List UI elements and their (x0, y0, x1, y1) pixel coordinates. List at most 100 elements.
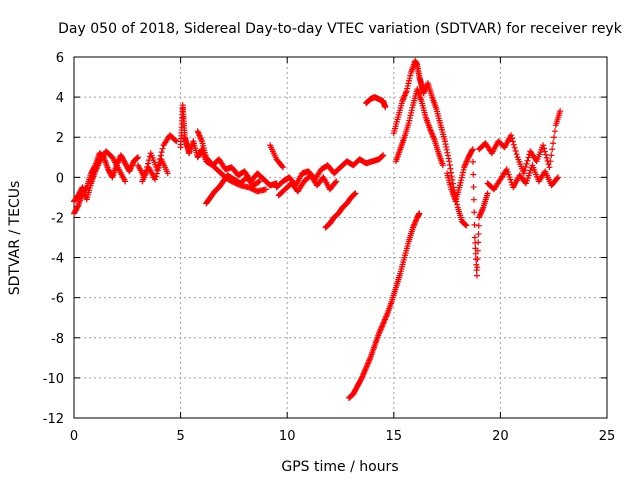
data-point (463, 222, 470, 229)
data-point (380, 152, 387, 159)
y-tick-label: 6 (56, 51, 64, 66)
data-point (474, 247, 481, 254)
data-point (352, 190, 359, 197)
data-point (549, 146, 556, 153)
data-point (159, 145, 166, 152)
data-point (74, 203, 81, 210)
data-point (548, 152, 555, 159)
data-point (511, 144, 518, 151)
data-point (470, 171, 477, 178)
data-point (262, 186, 269, 193)
chart-title: Day 050 of 2018, Sidereal Day-to-day VTE… (58, 21, 623, 37)
data-point (512, 147, 519, 154)
data-point (152, 173, 159, 180)
data-point (543, 154, 550, 161)
data-point (122, 178, 129, 185)
data-point (382, 104, 389, 111)
data-point (153, 170, 160, 177)
data-point (448, 169, 455, 176)
data-point (446, 162, 453, 169)
data-point (471, 221, 478, 228)
y-tick-label: -8 (51, 332, 64, 347)
y-tick-label: -6 (51, 292, 64, 307)
data-point (542, 151, 549, 158)
data-point (513, 151, 520, 158)
data-point (546, 164, 553, 171)
data-point (471, 234, 478, 241)
data-point (474, 255, 481, 262)
data-point (550, 140, 557, 147)
y-tick-label: -10 (43, 372, 64, 387)
x-tick-label: 5 (176, 429, 184, 444)
data-point (158, 149, 165, 156)
y-tick-label: -4 (51, 252, 64, 267)
y-tick-label: 0 (56, 171, 64, 186)
data-point (155, 164, 162, 171)
data-point (469, 158, 476, 165)
data-point (551, 134, 558, 141)
data-point (145, 160, 152, 167)
data-point (475, 222, 482, 229)
data-point (154, 167, 161, 174)
data-point (134, 154, 141, 161)
data-point (540, 145, 547, 152)
data-point (469, 146, 476, 153)
data-point (484, 190, 491, 197)
data-point (471, 209, 478, 216)
data-point (439, 162, 446, 169)
data-point (443, 146, 450, 153)
y-tick-label: 4 (56, 91, 64, 106)
data-point (449, 180, 456, 187)
data-point (164, 170, 171, 177)
data-point (444, 149, 451, 156)
data-point (554, 175, 561, 182)
plot-frame (73, 56, 608, 419)
data-point (508, 135, 515, 142)
data-point (541, 148, 548, 155)
x-tick-label: 20 (492, 429, 509, 444)
data-point (447, 165, 454, 172)
data-point (256, 178, 263, 185)
data-point (333, 178, 340, 185)
data-point (508, 132, 515, 139)
x-tick-label: 10 (279, 429, 296, 444)
y-tick-label: -2 (51, 211, 64, 226)
grid-lines (74, 57, 607, 418)
data-point (472, 250, 479, 257)
data-point (474, 264, 481, 271)
data-point (473, 272, 480, 279)
x-tick-label: 0 (70, 429, 78, 444)
data-point (445, 155, 452, 162)
data-point (554, 174, 561, 181)
data-point (469, 147, 476, 154)
data-point (475, 231, 482, 238)
data-point (523, 160, 530, 167)
data-point (524, 157, 531, 164)
data-point (509, 138, 516, 145)
data-point (521, 167, 528, 174)
data-point (332, 179, 339, 186)
data-point (443, 143, 450, 150)
data-point (520, 170, 527, 177)
data-point (454, 201, 461, 208)
x-tick-label: 25 (599, 429, 616, 444)
data-point (557, 108, 564, 115)
data-point (540, 142, 547, 149)
data-point (441, 138, 448, 145)
data-point (442, 141, 449, 148)
x-tick-label: 15 (386, 429, 403, 444)
data-point (279, 163, 286, 170)
data-point (172, 137, 179, 144)
data-point (510, 141, 517, 148)
data-point (446, 158, 453, 165)
data-point (551, 128, 558, 135)
data-point (445, 152, 452, 159)
data-point (416, 210, 423, 217)
data-point (525, 154, 532, 161)
data-point (157, 152, 164, 159)
data-point (475, 239, 482, 246)
data-point (470, 196, 477, 203)
y-axis-label: SDTVAR / TECUs (7, 181, 23, 296)
data-point (152, 176, 159, 183)
data-point (547, 158, 554, 165)
